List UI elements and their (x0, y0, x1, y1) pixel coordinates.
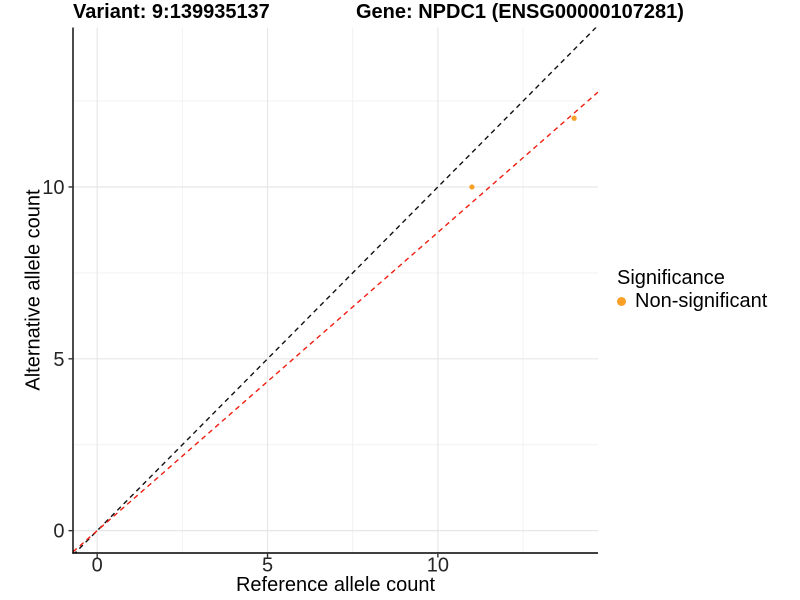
data-point (469, 184, 475, 190)
x-tick-label: 10 (427, 555, 449, 577)
plot-title-variant: Variant: 9:139935137 (73, 1, 270, 23)
x-tick-label: 0 (92, 555, 103, 577)
legend-item-label: Non-significant (635, 290, 768, 312)
legend: Significance Non-significant (617, 267, 768, 312)
data-point (571, 115, 577, 121)
y-axis-title: Alternative allele count (22, 189, 45, 391)
y-tick-label: 0 (53, 521, 64, 543)
legend-item-non-significant: Non-significant (617, 290, 768, 312)
expected-ratio-line (73, 91, 598, 553)
y-tick-label: 10 (42, 177, 64, 199)
x-axis-title: Reference allele count (235, 574, 435, 596)
plot-title-gene: Gene: NPDC1 (ENSG00000107281) (356, 1, 684, 23)
legend-title: Significance (617, 267, 725, 289)
y-tick-label: 5 (53, 349, 64, 371)
non-significant-point-icon (617, 297, 626, 306)
identity-line (74, 27, 597, 553)
x-tick-label: 5 (262, 555, 273, 577)
